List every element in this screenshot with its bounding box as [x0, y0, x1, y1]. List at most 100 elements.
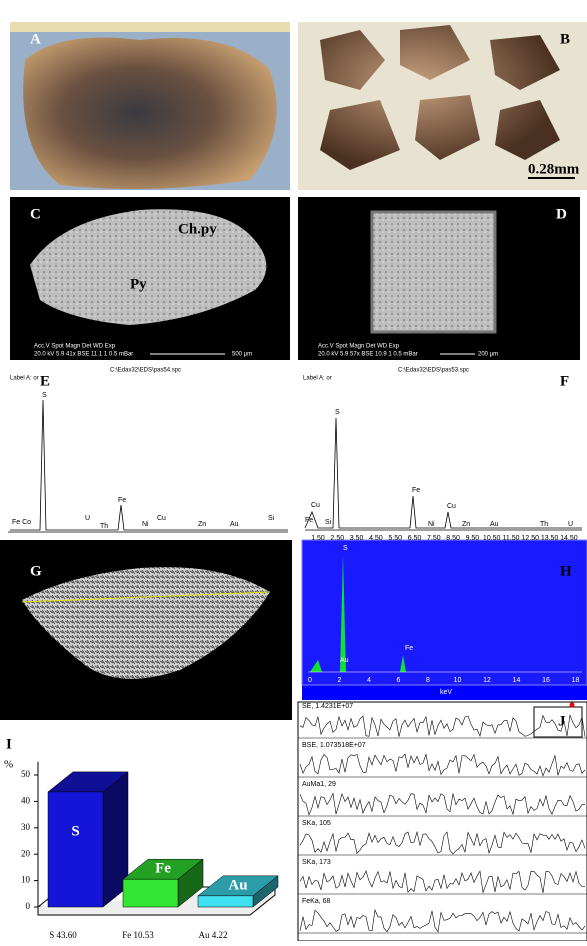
label: Fe Co: [12, 519, 31, 526]
label: 8.50: [446, 535, 460, 542]
trace-label: FeKa, 68: [302, 898, 331, 905]
label: Label A: or: [10, 376, 39, 382]
label: 20.0 kV 5.9 41x BSE 11.1 1 0.5 mBar: [34, 352, 133, 358]
label: 7.50: [427, 535, 441, 542]
label: 12: [483, 677, 491, 684]
bar: [198, 896, 253, 907]
label: 11.50: [503, 535, 520, 542]
label: Au: [230, 521, 239, 528]
label: Zn: [462, 521, 470, 528]
label: S: [42, 392, 47, 399]
label: H: [560, 563, 572, 579]
label: Acc.V Spot Magn Det WD Exp: [34, 344, 116, 350]
label: Th: [100, 523, 108, 530]
label: 10: [454, 677, 462, 684]
label: Au: [490, 521, 499, 528]
bar: [123, 879, 178, 907]
label: C: [30, 206, 41, 222]
label: Label A: or: [303, 376, 332, 382]
label: Fe: [305, 517, 313, 524]
panel-letter: I: [6, 736, 12, 752]
label: 1.50: [311, 535, 325, 542]
label: F: [560, 373, 569, 389]
y-tick-label: 10: [21, 875, 31, 885]
label: 2.50: [330, 535, 344, 542]
bar-label: S: [71, 823, 79, 839]
label: Cu: [311, 502, 320, 509]
label: 9.50: [466, 535, 480, 542]
label: 18: [572, 677, 580, 684]
label: 2: [338, 677, 342, 684]
label: 4: [367, 677, 371, 684]
label: B: [560, 31, 570, 47]
y-tick-label: 40: [21, 795, 31, 805]
label: 14: [513, 677, 521, 684]
label: C:\Edax32\EDS\pas54.spc: [110, 368, 181, 374]
y-tick-label: 30: [21, 822, 31, 832]
x-tick-label: S 43.60: [49, 930, 77, 940]
label: Ni: [142, 521, 149, 528]
x-tick-label: Fe 10.53: [122, 930, 154, 940]
trace-label: SKa, 105: [302, 820, 331, 827]
label: S: [335, 409, 340, 416]
label: Th: [540, 521, 548, 528]
label: Au: [340, 657, 349, 664]
figure: SE, 1.4231E+07 BSE, 1.073518E+07 AuMa1, 29…: [0, 0, 587, 941]
sem-c: [10, 197, 290, 360]
label: keV: [440, 689, 452, 696]
label: E: [40, 373, 50, 389]
label: 200 µm: [478, 352, 498, 358]
label: 14.50: [560, 535, 578, 542]
label: Fe: [405, 645, 413, 652]
bar: [48, 792, 103, 907]
label: J: [558, 713, 566, 729]
trace-label: AuMa1, 29: [302, 781, 336, 788]
label: 500 µm: [232, 352, 252, 358]
label: 6.50: [408, 535, 422, 542]
trace-label: SE, 1.4231E+07: [302, 703, 353, 710]
label: C:\Edax32\EDS\pas53.spc: [398, 368, 469, 374]
bar-label: Fe: [155, 861, 171, 877]
label: 5.50: [388, 535, 402, 542]
y-tick-label: 50: [21, 769, 31, 779]
label: 6: [397, 677, 401, 684]
page: {"panels":{ "a":{"letter":"A"}, "b":{"le…: [0, 0, 587, 941]
spectrum-e: [8, 400, 288, 532]
label: Acc.V Spot Magn Det WD Exp: [318, 344, 400, 350]
label: Cu: [447, 503, 456, 510]
label: Si: [325, 519, 332, 526]
y-tick-label: 0: [26, 901, 31, 911]
bar-chart-i: I% 0 10 20 30 40 50 S S 43.60 Fe Fe 10.53 Au Au 4.22: [0, 735, 295, 941]
label: Cu: [157, 515, 166, 522]
label: Zn: [198, 521, 206, 528]
line-scans-j: SE, 1.4231E+07 BSE, 1.073518E+07 AuMa1, 29…: [298, 702, 587, 941]
photo-a: [10, 22, 290, 190]
label: 20.0 kV 5.9 57x BSE 10.9 1 0.5 mBar: [318, 352, 418, 358]
label: U: [85, 515, 90, 522]
x-tick-label: Au 4.22: [199, 930, 228, 940]
label: 13.50: [541, 535, 559, 542]
label: Si: [268, 515, 275, 522]
label: A: [30, 31, 41, 47]
sem-g: [0, 540, 292, 720]
label: 10.50: [483, 535, 501, 542]
trace-label: BSE, 1.073518E+07: [302, 742, 366, 749]
label: 3.50: [350, 535, 364, 542]
label: G: [30, 563, 42, 579]
label: 0: [308, 677, 312, 684]
label: Py: [130, 276, 147, 292]
label: S: [343, 545, 348, 552]
bar-label: Au: [228, 877, 247, 893]
y-unit: %: [4, 759, 13, 771]
y-tick-label: 20: [21, 848, 31, 858]
trace-label: SKa, 173: [302, 859, 331, 866]
label: 4.50: [369, 535, 383, 542]
label: Fe: [412, 487, 420, 494]
label: 16: [542, 677, 550, 684]
label: 12.50: [522, 535, 540, 542]
label: 0.28mm: [528, 161, 580, 177]
label: Ch.py: [178, 221, 217, 237]
sem-d: [298, 197, 580, 360]
label: Fe: [118, 497, 126, 504]
label: 8: [426, 677, 430, 684]
